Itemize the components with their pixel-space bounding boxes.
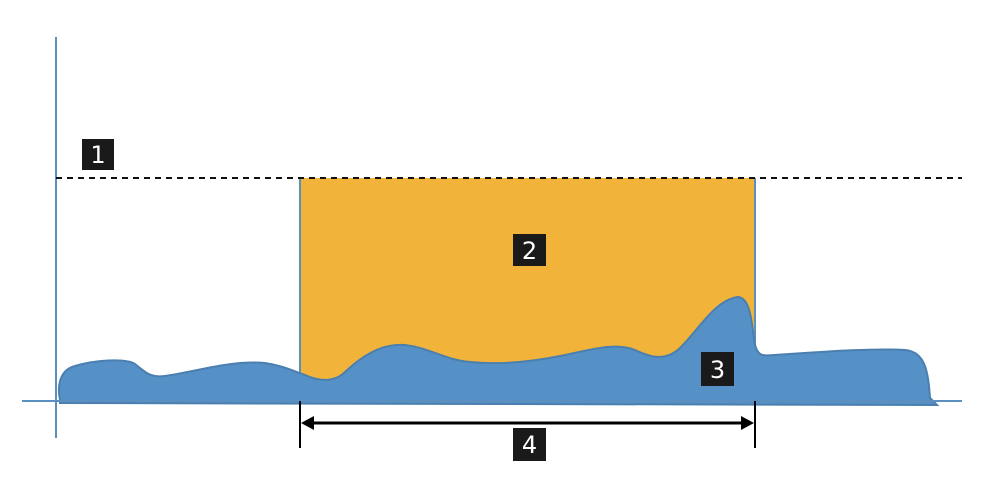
label-window-text: 2 bbox=[522, 237, 537, 265]
label-threshold: 1 bbox=[82, 139, 114, 170]
duration-arrowhead-right bbox=[741, 416, 754, 430]
label-threshold-text: 1 bbox=[90, 141, 105, 169]
label-duration-text: 4 bbox=[522, 431, 537, 459]
label-signal: 3 bbox=[701, 352, 734, 386]
label-signal-text: 3 bbox=[710, 356, 725, 384]
label-window: 2 bbox=[513, 234, 546, 266]
label-duration: 4 bbox=[513, 428, 546, 461]
duration-arrowhead-left bbox=[301, 416, 314, 430]
